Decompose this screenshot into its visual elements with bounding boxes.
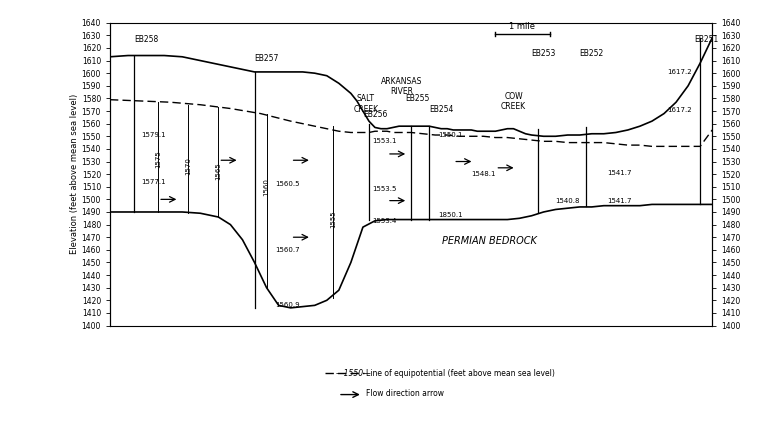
Text: EB256: EB256 <box>363 110 388 119</box>
Text: 1560.9: 1560.9 <box>276 302 300 308</box>
Text: EB258: EB258 <box>134 35 158 44</box>
Text: EB254: EB254 <box>429 105 453 114</box>
Text: EB253: EB253 <box>532 49 556 58</box>
Text: 1541.7: 1541.7 <box>607 170 631 176</box>
Text: 1548.1: 1548.1 <box>471 171 496 177</box>
Text: 1553.5: 1553.5 <box>372 186 396 192</box>
Text: Flow direction arrow: Flow direction arrow <box>366 389 445 398</box>
Text: — —1550—: — —1550— <box>326 369 370 378</box>
Text: 1553.4: 1553.4 <box>372 218 396 224</box>
Text: PERMIAN BEDROCK: PERMIAN BEDROCK <box>442 236 537 246</box>
Text: 1565: 1565 <box>215 163 222 181</box>
Text: 1553.1: 1553.1 <box>372 138 396 144</box>
Text: EB255: EB255 <box>405 95 429 103</box>
Text: 1570: 1570 <box>186 158 191 176</box>
Text: 1550.1: 1550.1 <box>438 132 463 138</box>
Text: EB252: EB252 <box>579 49 604 58</box>
Text: 1560.5: 1560.5 <box>276 181 300 187</box>
Text: 1850.1: 1850.1 <box>438 211 463 217</box>
Text: 1560.7: 1560.7 <box>276 247 300 253</box>
Text: 1560: 1560 <box>264 178 269 196</box>
Text: 1575: 1575 <box>155 150 161 168</box>
Text: ARKANSAS
RIVER: ARKANSAS RIVER <box>381 76 423 96</box>
Text: 1577.1: 1577.1 <box>141 179 166 185</box>
Text: 1555: 1555 <box>330 211 336 228</box>
Text: 1540.8: 1540.8 <box>556 197 580 204</box>
Text: 1617.2: 1617.2 <box>667 69 691 75</box>
Text: 1 mile: 1 mile <box>510 22 536 31</box>
Text: Line of equipotential (feet above mean sea level): Line of equipotential (feet above mean s… <box>366 369 555 378</box>
Text: 1617.2: 1617.2 <box>667 107 691 113</box>
Text: COW
CREEK: COW CREEK <box>501 92 526 111</box>
Y-axis label: Elevation (feet above mean sea level): Elevation (feet above mean sea level) <box>70 94 79 254</box>
Text: 1541.7: 1541.7 <box>607 197 631 204</box>
Text: SALT
CREEK: SALT CREEK <box>353 94 378 114</box>
Text: 1579.1: 1579.1 <box>141 132 166 138</box>
Text: EB257: EB257 <box>254 54 279 63</box>
Text: EB251: EB251 <box>694 35 718 44</box>
